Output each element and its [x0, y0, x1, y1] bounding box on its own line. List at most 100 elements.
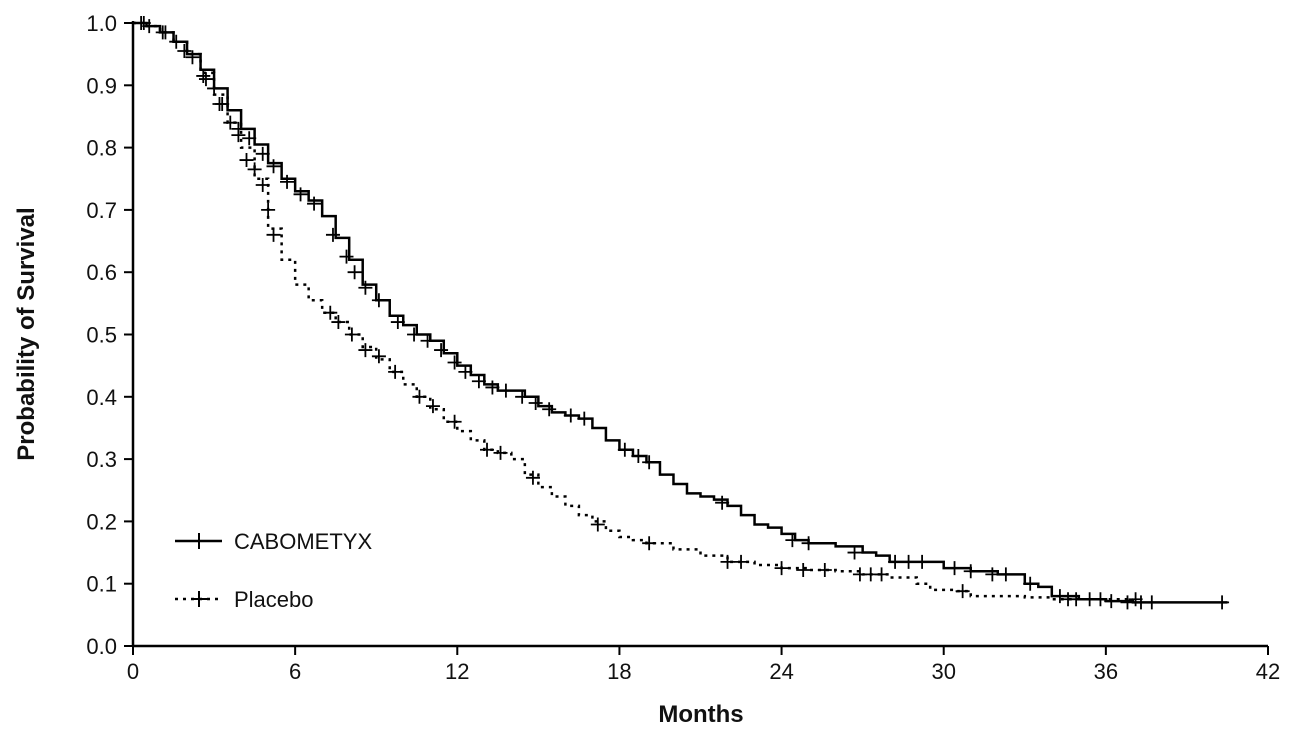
- censor-mark: [985, 567, 1000, 582]
- censor-mark: [998, 567, 1013, 582]
- y-tick-label: 0.4: [86, 385, 117, 410]
- censor-mark: [874, 567, 889, 582]
- censor-mark: [434, 343, 449, 358]
- x-axis-title: Months: [658, 701, 743, 728]
- censor-mark: [528, 396, 543, 411]
- censor-mark: [563, 408, 578, 423]
- censor-mark: [177, 44, 192, 59]
- censor-mark: [247, 162, 262, 177]
- y-tick-label: 0.7: [86, 198, 117, 223]
- censor-mark: [280, 174, 295, 189]
- y-tick-label: 0.8: [86, 136, 117, 161]
- censor-mark: [888, 554, 903, 569]
- series-line-placebo: [133, 21, 1133, 601]
- censor-mark: [255, 177, 270, 192]
- x-tick-label: 42: [1256, 659, 1280, 684]
- legend-censor-mark: [191, 591, 207, 607]
- censor-mark: [358, 280, 373, 295]
- legend: CABOMETYX Placebo: [175, 529, 372, 612]
- censor-mark: [1144, 595, 1159, 610]
- y-tick-label: 0.9: [86, 73, 117, 98]
- y-tick-label: 1.0: [86, 11, 117, 36]
- censor-mark: [947, 561, 962, 576]
- censor-mark: [1128, 592, 1143, 607]
- censor-mark: [901, 554, 916, 569]
- censor-mark: [1104, 594, 1119, 609]
- censor-mark: [331, 315, 346, 330]
- censor-mark: [1061, 592, 1076, 607]
- censor-mark: [525, 470, 540, 485]
- censor-mark: [447, 355, 462, 370]
- x-tick-label: 6: [289, 659, 301, 684]
- censor-mark: [198, 72, 213, 87]
- legend-censor-mark: [191, 533, 207, 549]
- censor-mark: [425, 399, 440, 414]
- censor-mark: [796, 562, 811, 577]
- censor-mark: [371, 349, 386, 364]
- censor-mark: [231, 128, 246, 143]
- series-placebo: [133, 16, 1143, 607]
- censor-mark: [239, 153, 254, 168]
- censor-mark: [590, 517, 605, 532]
- censor-mark: [480, 442, 495, 457]
- censor-mark: [323, 305, 338, 320]
- censor-mark: [542, 402, 557, 417]
- censor-mark: [817, 562, 832, 577]
- censor-mark: [785, 533, 800, 548]
- censor-mark: [212, 96, 227, 111]
- censor-mark: [1093, 592, 1108, 607]
- censor-mark: [515, 389, 530, 404]
- censor-mark: [1052, 589, 1067, 604]
- censor-mark: [242, 131, 257, 146]
- censor-mark: [158, 25, 173, 40]
- axes: 0 6 12 18 24 30 36 42 0.0 0.1 0.2 0.3 0.4 0.5 0.6 0.7 0.…: [86, 11, 1280, 684]
- censor-mark: [390, 315, 405, 330]
- censor-mark: [642, 536, 657, 551]
- censor-mark: [223, 115, 238, 130]
- censor-mark: [734, 554, 749, 569]
- censor-mark: [915, 554, 930, 569]
- censor-mark: [255, 146, 270, 161]
- censor-mark: [1023, 576, 1038, 591]
- censor-mark: [196, 68, 211, 83]
- censor-mark: [955, 584, 970, 599]
- censor-mark: [293, 187, 308, 202]
- y-tick-label: 0.6: [86, 260, 117, 285]
- series-cabometyx: [133, 16, 1230, 610]
- censor-mark: [617, 442, 632, 457]
- censor-mark: [485, 380, 500, 395]
- x-tick-label: 12: [445, 659, 469, 684]
- y-axis-title: Probability of Survival: [13, 207, 40, 460]
- censor-mark: [261, 202, 276, 217]
- censor-mark: [577, 411, 592, 426]
- censor-mark: [447, 414, 462, 429]
- censor-mark: [458, 364, 473, 379]
- x-tick-label: 24: [769, 659, 793, 684]
- censor-mark: [715, 495, 730, 510]
- censor-mark: [493, 445, 508, 460]
- censor-mark: [1215, 595, 1230, 610]
- legend-label: Placebo: [234, 587, 314, 612]
- legend-item-cabometyx: CABOMETYX: [175, 529, 372, 554]
- censor-mark: [471, 374, 486, 389]
- censor-mark: [344, 327, 359, 342]
- censor-mark: [412, 389, 427, 404]
- censor-mark: [720, 554, 735, 569]
- censor-mark: [185, 50, 200, 65]
- censor-mark: [339, 249, 354, 264]
- censor-mark: [1120, 595, 1135, 610]
- series-line-cabometyx: [133, 21, 1228, 604]
- x-tick-label: 30: [931, 659, 955, 684]
- censor-mark: [801, 536, 816, 551]
- censor-mark: [371, 293, 386, 308]
- censor-mark: [642, 455, 657, 470]
- censor-mark: [307, 196, 322, 211]
- x-tick-label: 18: [607, 659, 631, 684]
- censor-mark: [407, 327, 422, 342]
- censor-mark: [347, 265, 362, 280]
- censor-mark: [325, 227, 340, 242]
- censor-mark: [420, 333, 435, 348]
- y-tick-label: 0.3: [86, 447, 117, 472]
- censor-mark: [266, 227, 281, 242]
